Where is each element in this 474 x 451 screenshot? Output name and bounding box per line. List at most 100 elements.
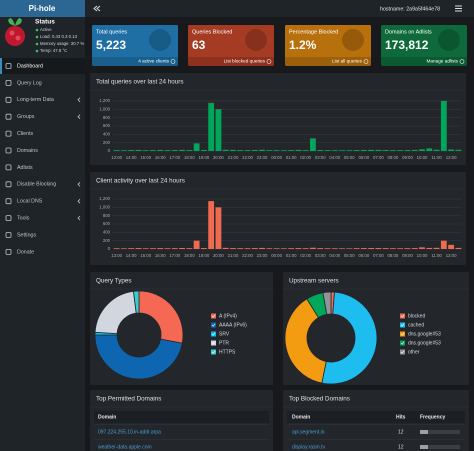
y-tick-label: 1,000 (99, 106, 110, 111)
menu-icon (5, 147, 12, 154)
x-tick-label: 13:00 (111, 155, 122, 160)
menu-item[interactable]: Long-term Data (5, 96, 81, 103)
legend-label: PTR (219, 340, 229, 346)
legend-check (400, 323, 405, 327)
legend-item[interactable]: other (400, 349, 420, 355)
menu-label[interactable]: Long-term Data (17, 97, 54, 103)
bar (295, 248, 302, 249)
x-tick-label: 12:00 (446, 253, 457, 258)
legend-item[interactable]: dns.google#53 (400, 331, 441, 337)
menu-item[interactable]: Query Log (5, 80, 42, 86)
panel-title: Total queries over last 24 hours (96, 79, 184, 86)
frequency-track (420, 445, 460, 449)
bar (397, 150, 404, 151)
x-tick-label: 22:00 (242, 155, 253, 160)
bar (382, 150, 389, 151)
menu-label[interactable]: Disable Blocking (17, 182, 56, 188)
menu-label[interactable]: Query Log (17, 80, 42, 86)
menu-label[interactable]: Adlists (17, 165, 33, 171)
bar (280, 248, 287, 249)
logo-leaf (8, 18, 15, 26)
bar (244, 248, 251, 249)
x-tick-label: 01:00 (286, 253, 297, 258)
bar (346, 150, 353, 151)
sidebar (0, 0, 85, 451)
bar (397, 248, 404, 249)
x-tick-label: 21:00 (228, 155, 239, 160)
stat-box (381, 25, 467, 66)
domain-link[interactable]: 097.224.255.10.in-addr.arpa (98, 429, 161, 435)
menu-item[interactable]: Tools (5, 215, 81, 222)
legend-swatch (400, 349, 405, 355)
stat-value: 63 (192, 38, 206, 52)
status-dot (35, 35, 39, 39)
doughnut-slice (138, 290, 184, 344)
domain-link[interactable]: display.rasm.tv (292, 444, 325, 450)
bar (266, 248, 273, 249)
bar (120, 248, 127, 249)
legend-item[interactable]: cached (400, 322, 424, 328)
y-tick-label: 1,000 (99, 204, 110, 209)
bar (150, 150, 156, 151)
legend-check (400, 350, 405, 354)
legend-item[interactable]: PTR (211, 340, 229, 346)
legend-item[interactable]: SRV (211, 331, 230, 337)
menu-item[interactable]: Local DNS (5, 198, 81, 205)
table-header: Domain (292, 414, 310, 420)
legend-check (211, 323, 216, 327)
menu-label[interactable]: Donate (17, 249, 34, 255)
doughnut-slice (321, 291, 378, 385)
top-bar (85, 0, 474, 17)
menu-label[interactable]: Tools (17, 216, 30, 222)
logo-text: Pi-hole (29, 4, 56, 13)
menu-item[interactable]: Groups (5, 113, 81, 120)
legend-item[interactable]: A (IPv4) (211, 313, 237, 319)
legend-item[interactable]: HTTPS (211, 349, 236, 355)
x-tick-label: 15:00 (140, 253, 151, 258)
menu-icon (5, 96, 12, 103)
menu-label[interactable]: Groups (17, 114, 35, 120)
x-tick-label: 21:00 (228, 253, 239, 258)
menu-label[interactable]: Domains (17, 148, 38, 154)
chart-panel (90, 172, 466, 265)
bar (237, 248, 244, 249)
menu-item[interactable]: Settings (5, 232, 36, 238)
domain-link[interactable]: weather-data.apple.com (98, 444, 152, 450)
domain-link[interactable]: api.segment.io (292, 429, 325, 435)
menu-label[interactable]: Dashboard (17, 63, 43, 69)
stat-link[interactable]: List all queries (332, 59, 363, 64)
bar (157, 248, 164, 249)
bar (353, 248, 360, 249)
bar (448, 244, 455, 249)
stat-link[interactable]: 4 active clients (138, 59, 169, 64)
menu-item[interactable]: Donate (5, 248, 34, 255)
menu-icon (5, 63, 12, 69)
x-tick-label: 03:00 (315, 155, 326, 160)
menu-label[interactable]: Clients (17, 131, 34, 137)
menu-item[interactable]: Dashboard (0, 58, 85, 74)
legend-item[interactable]: blocked (400, 313, 425, 319)
menu-item[interactable]: Clients (5, 130, 34, 137)
menu-label[interactable]: Local DNS (17, 199, 43, 205)
menu-item[interactable]: Domains (5, 147, 38, 154)
frequency-fill (420, 445, 428, 449)
y-tick-label: 800 (103, 213, 111, 218)
legend-item[interactable]: AAAA (IPv6) (211, 322, 247, 328)
bar (411, 248, 418, 249)
status-memory: Memory usage: 30.7 % (40, 41, 84, 46)
collapse-icon[interactable] (93, 5, 98, 12)
bar (164, 150, 171, 151)
menu-item[interactable]: Adlists (5, 164, 33, 171)
bar (288, 248, 295, 249)
x-tick-label: 20:00 (213, 253, 224, 258)
bar (222, 247, 229, 249)
menu-label[interactable]: Settings (17, 232, 36, 238)
stat-link[interactable]: Manage adlists (426, 59, 458, 64)
stat-link[interactable]: List blocked queries (224, 59, 266, 64)
legend-item[interactable]: dns.google#53 (400, 340, 441, 346)
bar (448, 149, 455, 151)
legend-label: HTTPS (219, 349, 236, 355)
x-tick-label: 03:00 (315, 253, 326, 258)
menu-item[interactable]: Disable Blocking (5, 181, 81, 188)
status-temp: Temp: 47.8 °C (40, 48, 67, 53)
